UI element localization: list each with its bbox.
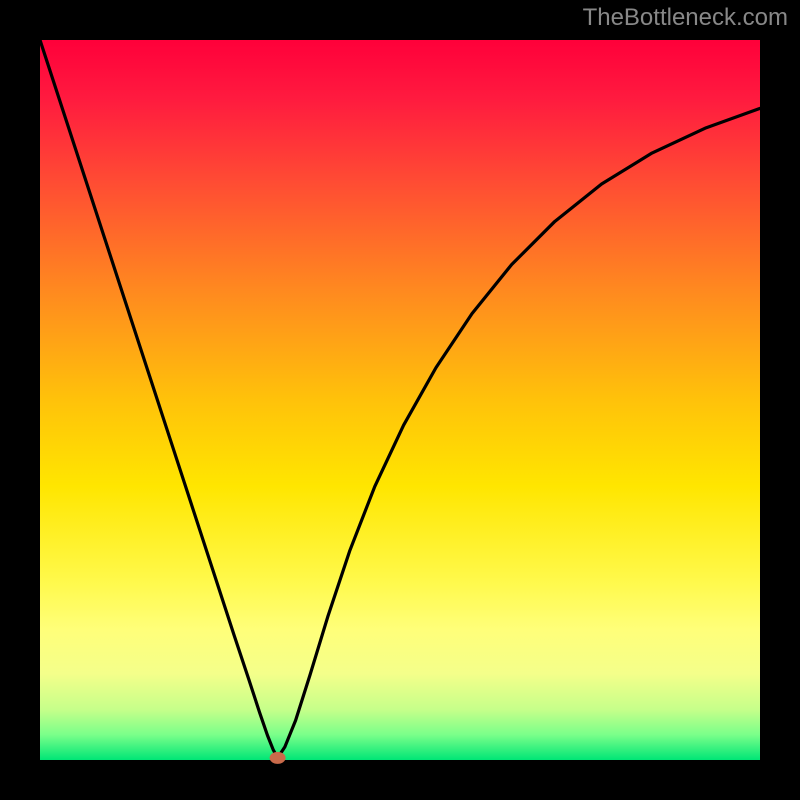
chart-svg (0, 0, 800, 800)
minimum-marker (270, 752, 286, 764)
plot-background (40, 40, 760, 760)
chart-stage: TheBottleneck.com (0, 0, 800, 800)
